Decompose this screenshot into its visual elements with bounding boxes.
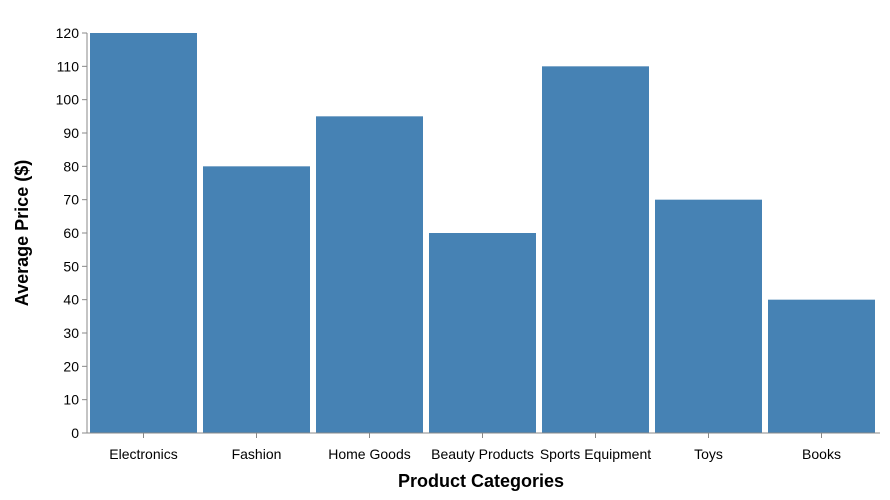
x-tick-label: Home Goods: [328, 446, 410, 462]
bar-fashion: [203, 166, 310, 433]
bar-sports-equipment: [542, 66, 649, 433]
x-tick-label: Books: [802, 446, 841, 462]
y-tick-label: 100: [56, 92, 80, 108]
y-tick-label: 20: [63, 358, 79, 374]
bars: [90, 33, 875, 433]
x-tick-label: Toys: [694, 446, 723, 462]
bar-books: [768, 299, 875, 433]
y-tick-label: 0: [71, 425, 79, 441]
y-tick-label: 40: [63, 292, 79, 308]
y-tick-label: 30: [63, 325, 79, 341]
x-axis-title: Product Categories: [398, 471, 564, 491]
bar-electronics: [90, 33, 197, 433]
y-axis: 0 10 20 30 40 50 60 70 80 90 100 110 120: [56, 25, 88, 441]
x-tick-label: Fashion: [232, 446, 282, 462]
y-tick-label: 70: [63, 192, 79, 208]
bar-home-goods: [316, 116, 423, 433]
x-axis: Electronics Fashion Home Goods Beauty Produ…: [87, 432, 880, 462]
y-tick-label: 90: [63, 125, 79, 141]
x-tick-label: Beauty Products: [431, 446, 534, 462]
x-tick-label: Electronics: [109, 446, 177, 462]
bar-toys: [655, 199, 762, 433]
y-tick-label: 60: [63, 225, 79, 241]
y-tick-label: 80: [63, 158, 79, 174]
y-tick-label: 110: [57, 58, 80, 74]
y-tick-label: 50: [63, 258, 79, 274]
x-tick-label: Sports Equipment: [540, 446, 651, 462]
y-tick-label: 10: [63, 392, 79, 408]
y-tick-label: 120: [56, 25, 80, 41]
bar-beauty-products: [429, 233, 536, 433]
y-axis-title: Average Price ($): [12, 160, 32, 306]
